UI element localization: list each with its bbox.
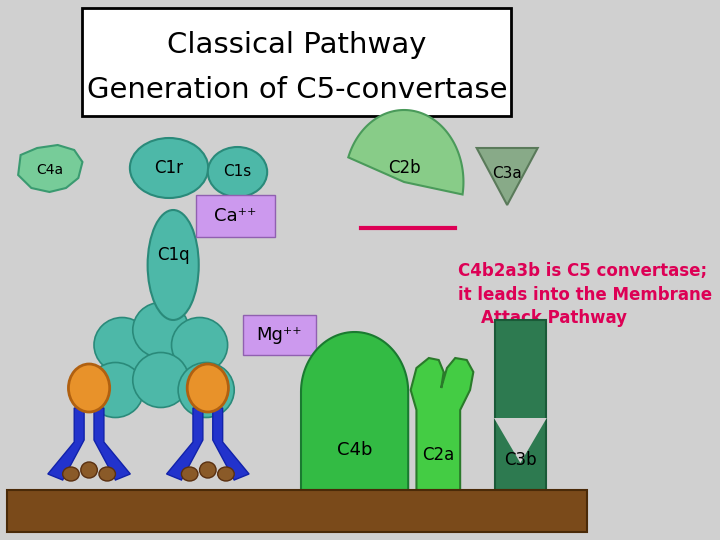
Ellipse shape [99,467,115,481]
Text: C3a: C3a [492,166,522,181]
Text: C4b: C4b [337,441,372,459]
Ellipse shape [132,302,189,357]
Ellipse shape [81,462,97,478]
Ellipse shape [63,467,79,481]
Ellipse shape [68,364,109,412]
Polygon shape [410,358,473,490]
Ellipse shape [171,318,228,373]
Ellipse shape [132,353,189,408]
Ellipse shape [181,467,198,481]
Text: C2b: C2b [388,159,420,177]
Text: Classical Pathway: Classical Pathway [167,31,427,59]
Bar [6,490,587,532]
Ellipse shape [87,362,143,417]
Text: C3b: C3b [504,451,536,469]
Text: C2a: C2a [423,446,455,464]
Text: C1r: C1r [155,159,184,177]
Polygon shape [348,110,464,194]
Polygon shape [94,408,130,480]
Ellipse shape [148,210,199,320]
Polygon shape [477,148,538,205]
Ellipse shape [199,462,216,478]
Text: C4b2a3b is C5 convertase;
it leads into the Membrane
    Attack Pathway: C4b2a3b is C5 convertase; it leads into … [458,262,712,327]
Ellipse shape [208,147,267,197]
Text: C4a: C4a [36,163,63,177]
Bar [495,320,546,490]
Text: Generation of C5-convertase: Generation of C5-convertase [86,76,507,104]
FancyBboxPatch shape [83,8,511,116]
Polygon shape [166,408,203,480]
Text: C1s: C1s [223,165,251,179]
Polygon shape [213,408,249,480]
Text: Ca⁺⁺: Ca⁺⁺ [214,207,256,225]
Polygon shape [18,145,83,192]
Text: C1q: C1q [157,246,189,264]
Ellipse shape [94,318,150,373]
Polygon shape [48,408,84,480]
Text: Mg⁺⁺: Mg⁺⁺ [257,326,302,344]
FancyBboxPatch shape [197,195,274,237]
FancyBboxPatch shape [243,315,316,355]
Ellipse shape [130,138,208,198]
Ellipse shape [187,364,228,412]
Polygon shape [301,332,408,490]
Ellipse shape [178,362,234,417]
Ellipse shape [217,467,234,481]
Polygon shape [494,418,546,463]
